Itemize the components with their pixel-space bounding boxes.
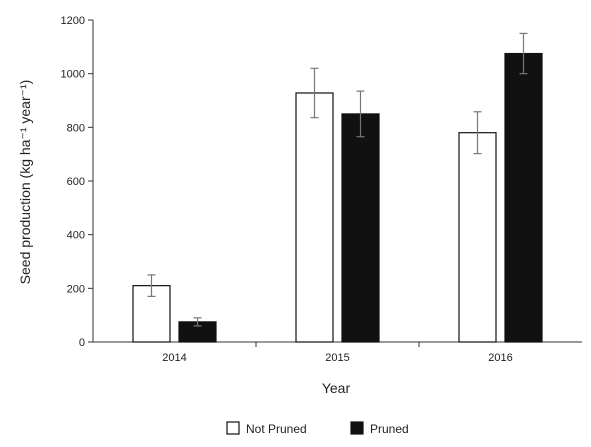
error-bars (147, 32, 528, 327)
bars (132, 52, 543, 343)
y-tick-label: 200 (67, 283, 85, 295)
legend-label: Not Pruned (246, 422, 307, 436)
y-tick-label: 0 (79, 337, 85, 349)
y-axis-title: Seed production (kg ha⁻¹ year⁻¹) (17, 80, 33, 285)
x-tick-label: 2016 (488, 352, 512, 364)
x-axis-ticks: 2014 2015 2016 (162, 342, 513, 364)
y-tick-label: 400 (67, 230, 85, 242)
bar-not-pruned-2015 (295, 92, 334, 343)
x-tick-label: 2015 (325, 352, 349, 364)
y-tick-label: 1000 (61, 69, 85, 81)
bar-pruned-2015 (341, 113, 380, 343)
y-tick-label: 800 (67, 122, 85, 134)
y-tick-label: 600 (67, 176, 85, 188)
legend-swatch-not-pruned (226, 421, 240, 435)
x-axis-title: Year (322, 380, 351, 396)
legend: Not Pruned Pruned (226, 421, 409, 436)
bar-pruned-2016 (504, 52, 543, 343)
legend-swatch-pruned (350, 421, 364, 435)
y-axis-ticks: 0 200 400 600 800 1000 1200 (61, 15, 93, 349)
y-tick-label: 1200 (61, 15, 85, 27)
x-tick-label: 2014 (162, 352, 186, 364)
bar-not-pruned-2016 (458, 132, 497, 343)
legend-label: Pruned (370, 422, 409, 436)
